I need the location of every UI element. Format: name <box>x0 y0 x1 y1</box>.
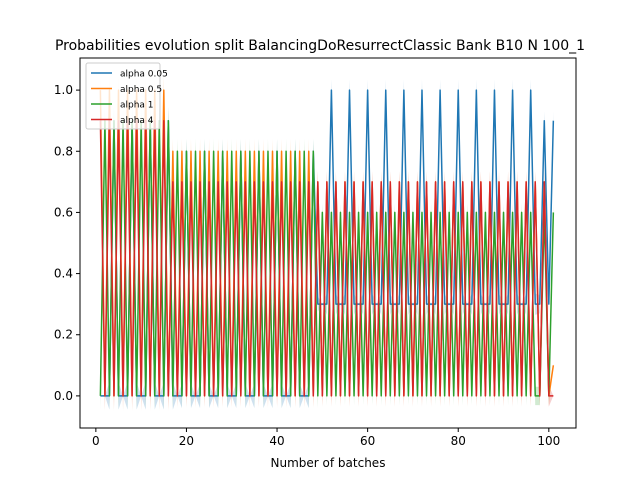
x-tick-label: 20 <box>179 434 194 448</box>
x-tick-label: 100 <box>537 434 560 448</box>
y-tick-label: 0.2 <box>54 328 73 342</box>
x-tick-label: 40 <box>269 434 284 448</box>
series-line-4 <box>99 119 554 397</box>
x-tick-label: 60 <box>360 434 375 448</box>
series-line-3 <box>99 119 555 397</box>
legend-box <box>85 62 161 130</box>
y-axis: 0.0 0.2 0.4 0.6 0.8 1.0 <box>54 83 80 403</box>
legend-label-1: alpha 0.05 <box>120 70 168 80</box>
chart-title: Probabilities evolution split BalancingD… <box>55 38 585 54</box>
legend-label-4: alpha 4 <box>120 116 154 126</box>
y-tick-label: 0.4 <box>54 267 73 281</box>
x-axis-label: Number of batches <box>271 456 386 470</box>
series-line-1 <box>100 89 555 397</box>
series-lines <box>99 89 555 397</box>
legend-label-2: alpha 0.5 <box>120 85 162 95</box>
legend: alpha 0.05 alpha 0.5 alpha 1 alpha 4 <box>85 62 168 130</box>
y-tick-label: 1.0 <box>54 83 73 97</box>
y-tick-label: 0.0 <box>54 389 73 403</box>
plot-frame <box>79 57 577 429</box>
y-tick-label: 0.6 <box>54 205 73 219</box>
y-tick-label: 0.8 <box>54 144 73 158</box>
x-axis: 0 20 40 60 80 100 <box>92 428 560 448</box>
x-tick-label: 80 <box>451 434 466 448</box>
legend-label-3: alpha 1 <box>120 101 154 111</box>
x-tick-label: 0 <box>92 434 100 448</box>
